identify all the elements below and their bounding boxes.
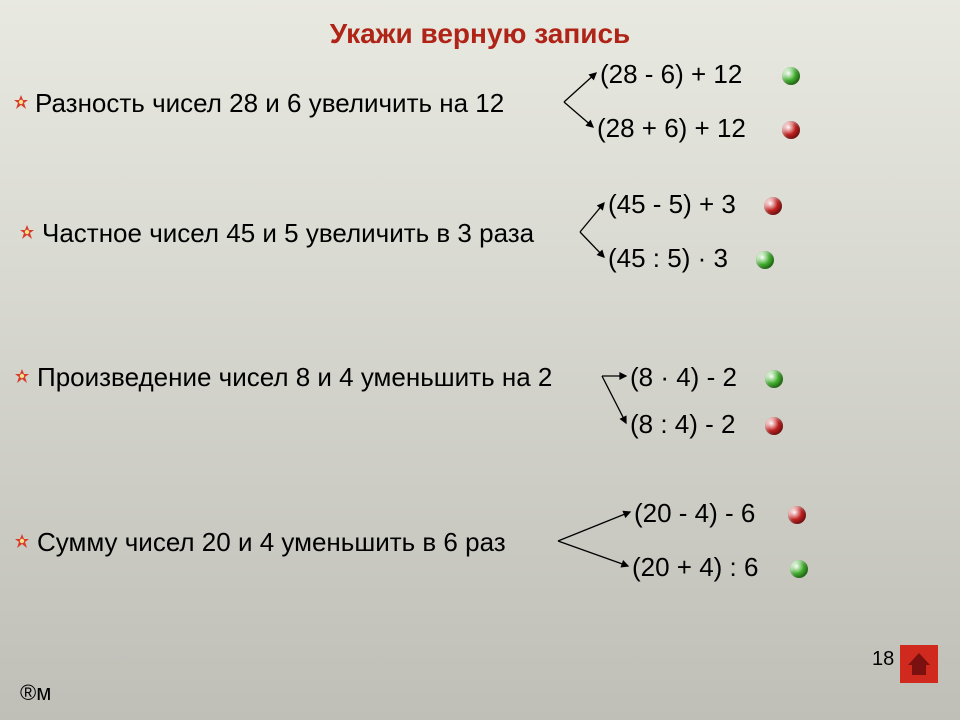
answer-dot[interactable] xyxy=(765,417,783,435)
option-text: (20 + 4) : 6 xyxy=(632,552,758,583)
problem-text: Сумму чисел 20 и 4 уменьшить в 6 раз xyxy=(37,527,506,558)
home-icon xyxy=(900,645,938,683)
star-bullet-icon xyxy=(20,225,34,239)
footer-mark: ®м xyxy=(20,680,51,706)
answer-dot[interactable] xyxy=(782,67,800,85)
option-text: (8 · 4) - 2 xyxy=(630,362,737,393)
option-text: (28 + 6) + 12 xyxy=(597,113,746,144)
slide-canvas: Укажи верную запись Разность чисел 28 и … xyxy=(0,0,960,720)
answer-dot[interactable] xyxy=(764,197,782,215)
option-text: (45 : 5) · 3 xyxy=(608,243,728,274)
home-button[interactable] xyxy=(900,645,938,683)
answer-dot[interactable] xyxy=(790,560,808,578)
star-bullet-icon xyxy=(15,369,29,383)
answer-dot[interactable] xyxy=(788,506,806,524)
problem-text: Произведение чисел 8 и 4 уменьшить на 2 xyxy=(37,362,552,393)
option-text: (8 : 4) - 2 xyxy=(630,409,735,440)
star-bullet-icon xyxy=(14,95,28,109)
page-number: 18 xyxy=(872,648,894,671)
slide-title: Укажи верную запись xyxy=(0,18,960,50)
option-text: (45 - 5) + 3 xyxy=(608,189,736,220)
problem-text: Частное чисел 45 и 5 увеличить в 3 раза xyxy=(42,218,534,249)
answer-dot[interactable] xyxy=(782,121,800,139)
problem-text: Разность чисел 28 и 6 увеличить на 12 xyxy=(35,88,504,119)
answer-dot[interactable] xyxy=(756,251,774,269)
answer-dot[interactable] xyxy=(765,370,783,388)
star-bullet-icon xyxy=(15,534,29,548)
option-text: (20 - 4) - 6 xyxy=(634,498,755,529)
option-text: (28 - 6) + 12 xyxy=(600,59,742,90)
